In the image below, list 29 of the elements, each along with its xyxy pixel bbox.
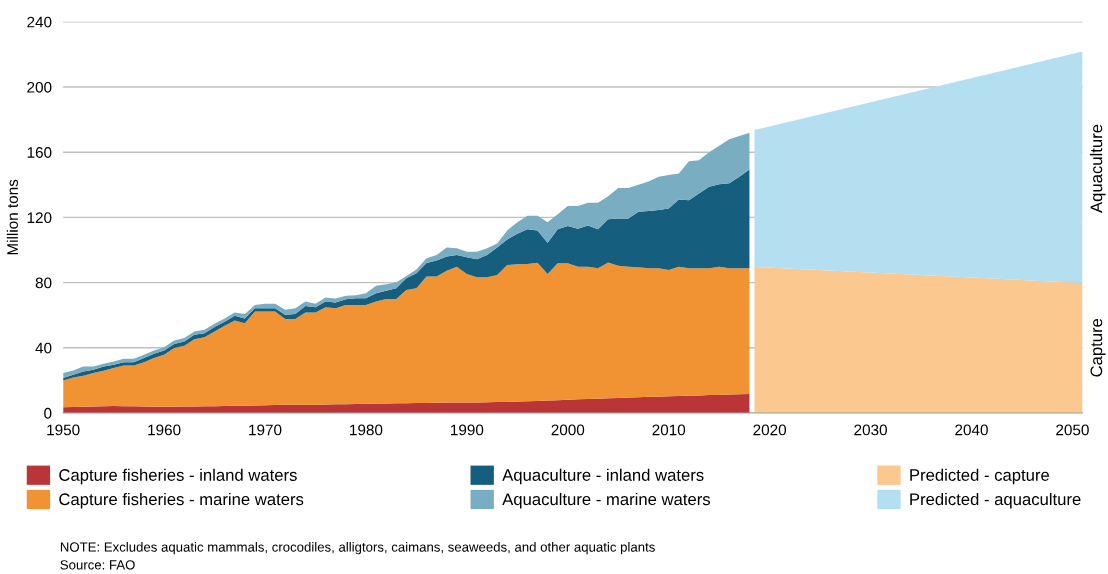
legend-label: Predicted - aquaculture — [910, 492, 1081, 509]
y-tick-label: 240 — [27, 16, 52, 28]
x-tick-label: 2010 — [652, 424, 686, 436]
text: NOTE: Excludes aquatic mammals, crocodiles, alligtors, caimans, seaweeds, and other aquatic plants — [60, 542, 655, 555]
annotation: Aquaculture — [1090, 124, 1106, 213]
y-tick-label: 40 — [35, 342, 52, 354]
annotation: Capture — [1090, 318, 1106, 377]
y-tick-label: 80 — [35, 277, 52, 289]
x-tick-label: 2040 — [955, 424, 988, 436]
legend-label: Capture fisheries - inland waters — [59, 468, 297, 485]
y-tick-label: 120 — [27, 212, 52, 224]
y-tick-label: 160 — [27, 147, 52, 158]
legend-label: Capture fisheries - marine waters — [59, 492, 304, 509]
y-axis-title: Million tons — [6, 179, 18, 255]
x-tick-label: 2050 — [1056, 424, 1089, 436]
x-tick-label: 1970 — [249, 424, 282, 436]
x-tick-label: 2030 — [854, 424, 887, 436]
legend-label: Predicted - capture — [910, 468, 1050, 485]
x-tick-label: 2000 — [551, 424, 585, 436]
y-tick-label: 200 — [27, 81, 52, 93]
source-note: Source: FAO — [60, 560, 135, 570]
y-tick-label: 0 — [44, 407, 52, 419]
x-tick-label: 1980 — [350, 424, 383, 436]
x-tick-label: 1950 — [47, 424, 80, 436]
x-tick-label: 2020 — [753, 424, 787, 436]
legend-label: Aquaculture - marine waters — [502, 492, 711, 509]
x-tick-label: 1990 — [451, 424, 484, 436]
x-tick-label: 1960 — [148, 424, 181, 436]
legend-label: Aquaculture - inland waters — [502, 468, 704, 485]
